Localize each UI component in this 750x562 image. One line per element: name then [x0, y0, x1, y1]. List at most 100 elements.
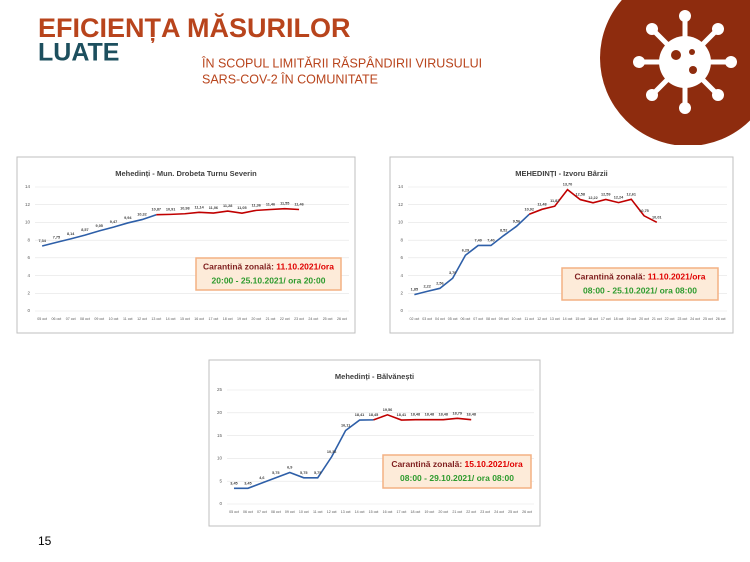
- data-label: 6,9: [287, 466, 292, 470]
- data-label: 11,28: [223, 204, 232, 208]
- x-tick-label: 25 oct: [508, 510, 518, 514]
- y-tick-label: 14: [398, 184, 404, 189]
- data-label: 11,06: [209, 206, 218, 210]
- x-tick-label: 11 oct: [123, 317, 133, 321]
- chart: MEHEDINȚI - Izvoru Bârzii 0 2 4 6 8 10 12 14 02 o…: [389, 156, 734, 334]
- x-tick-label: 07 oct: [473, 317, 483, 321]
- data-label: 12,22: [588, 196, 598, 200]
- chart: Mehedinți - Mun. Drobeta Turnu Severin 0 2…: [16, 156, 356, 334]
- x-tick-label: 11 oct: [313, 510, 323, 514]
- y-tick-label: 14: [25, 184, 31, 189]
- annotation-label: Carantină zonală:: [203, 262, 274, 272]
- y-tick-label: 2: [400, 290, 403, 295]
- x-tick-label: 12 oct: [537, 317, 547, 321]
- y-tick-label: 6: [400, 255, 403, 260]
- annotation-text: Carantină zonală: 11.10.2021/ora: [575, 272, 706, 282]
- x-tick-label: 02 oct: [409, 317, 419, 321]
- y-tick-label: 12: [398, 202, 404, 207]
- y-tick-label: 0: [27, 308, 30, 313]
- x-tick-label: 06 oct: [52, 317, 62, 321]
- data-label: 18,41: [355, 413, 365, 417]
- x-tick-label: 20 oct: [251, 317, 261, 321]
- x-tick-label: 17 oct: [397, 510, 407, 514]
- x-tick-label: 14 oct: [166, 317, 176, 321]
- x-tick-label: 13 oct: [341, 510, 351, 514]
- data-label: 5,75: [272, 471, 279, 475]
- x-tick-label: 17 oct: [601, 317, 611, 321]
- data-label: 3,70: [449, 271, 456, 275]
- x-tick-label: 15 oct: [369, 510, 379, 514]
- data-label: 12,61: [627, 192, 637, 196]
- chart: Mehedinți - Bălvănești 0 5 10 15 20 25 05 oct 06…: [208, 359, 541, 527]
- data-label: 11,14: [194, 205, 204, 209]
- x-tick-label: 20 oct: [639, 317, 649, 321]
- annotation-start: 11.10.2021/ora: [648, 272, 706, 282]
- data-label: 18,48: [439, 413, 449, 417]
- chart-frame: [16, 156, 356, 334]
- x-tick-label: 16 oct: [194, 317, 204, 321]
- data-label: 18,41: [397, 413, 407, 417]
- x-tick-label: 09 oct: [285, 510, 295, 514]
- x-tick-label: 26 oct: [522, 510, 532, 514]
- data-label: 11,83: [550, 199, 559, 203]
- x-tick-label: 19 oct: [424, 510, 434, 514]
- y-tick-label: 5: [219, 478, 222, 483]
- y-tick-label: 10: [25, 220, 31, 225]
- series-line: [528, 188, 658, 224]
- annotation-text: Carantină zonală: 11.10.2021/ora: [203, 262, 334, 272]
- y-tick-label: 0: [219, 501, 222, 506]
- series-line: [373, 413, 472, 421]
- x-tick-label: 22 oct: [665, 317, 675, 321]
- slide-title: EFICIENȚA MĂSURILOR: [38, 12, 351, 43]
- x-tick-label: 11 oct: [524, 317, 534, 321]
- x-tick-label: 15 oct: [575, 317, 585, 321]
- data-label: 10,91: [166, 207, 176, 211]
- data-label: 10,98: [180, 207, 190, 211]
- annotation-box: [382, 454, 532, 489]
- data-label: 3,45: [230, 481, 237, 485]
- x-tick-label: 06 oct: [243, 510, 253, 514]
- annotation-start: 15.10.2021/ora: [465, 459, 523, 469]
- x-tick-label: 26 oct: [337, 317, 347, 321]
- data-label: 16,11: [341, 424, 350, 428]
- x-tick-label: 17 oct: [209, 317, 219, 321]
- data-label: 12,24: [614, 196, 624, 200]
- data-label: 11,46: [294, 202, 303, 206]
- y-tick-label: 10: [398, 220, 404, 225]
- data-label: 2,22: [423, 284, 430, 288]
- data-label: 3,45: [244, 481, 251, 485]
- data-label: 18,48: [466, 413, 476, 417]
- annotation-end: 20:00 - 25.10.2021/ ora 20:00: [212, 275, 326, 285]
- x-tick-label: 24 oct: [308, 317, 318, 321]
- data-label: 10,87: [152, 208, 162, 212]
- x-tick-label: 18 oct: [223, 317, 233, 321]
- virus-shape: [633, 10, 737, 114]
- x-tick-label: 03 oct: [422, 317, 432, 321]
- x-tick-label: 24 oct: [494, 510, 504, 514]
- annotation-text: Carantină zonală: 15.10.2021/ora: [391, 459, 523, 469]
- x-tick-label: 25 oct: [703, 317, 713, 321]
- y-tick-label: 8: [27, 237, 30, 242]
- annotation-box: [561, 267, 719, 301]
- data-label: 4,6: [259, 476, 264, 480]
- page-number: 15: [38, 534, 52, 548]
- y-tick-label: 10: [217, 456, 223, 461]
- x-tick-label: 14 oct: [355, 510, 365, 514]
- x-tick-label: 08 oct: [486, 317, 496, 321]
- series-line: [233, 419, 374, 490]
- x-tick-label: 18 oct: [614, 317, 624, 321]
- x-tick-label: 12 oct: [327, 510, 337, 514]
- annotation-label: Carantină zonală:: [391, 459, 462, 469]
- data-label: 5,75: [314, 471, 321, 475]
- data-label: 7,75: [53, 235, 60, 239]
- data-label: 11,55: [280, 202, 289, 206]
- y-tick-label: 2: [27, 290, 30, 295]
- data-label: 7,34: [38, 239, 46, 243]
- data-label: 8,14: [67, 232, 75, 236]
- x-tick-label: 18 oct: [410, 510, 420, 514]
- y-tick-label: 4: [400, 273, 403, 278]
- data-label: 18,48: [411, 413, 421, 417]
- subtitle-line: ÎN SCOPUL LIMITĂRII RĂSPÂNDIRII VIRUSULU…: [201, 55, 482, 70]
- x-tick-label: 22 oct: [280, 317, 290, 321]
- annotation-box: [195, 257, 342, 291]
